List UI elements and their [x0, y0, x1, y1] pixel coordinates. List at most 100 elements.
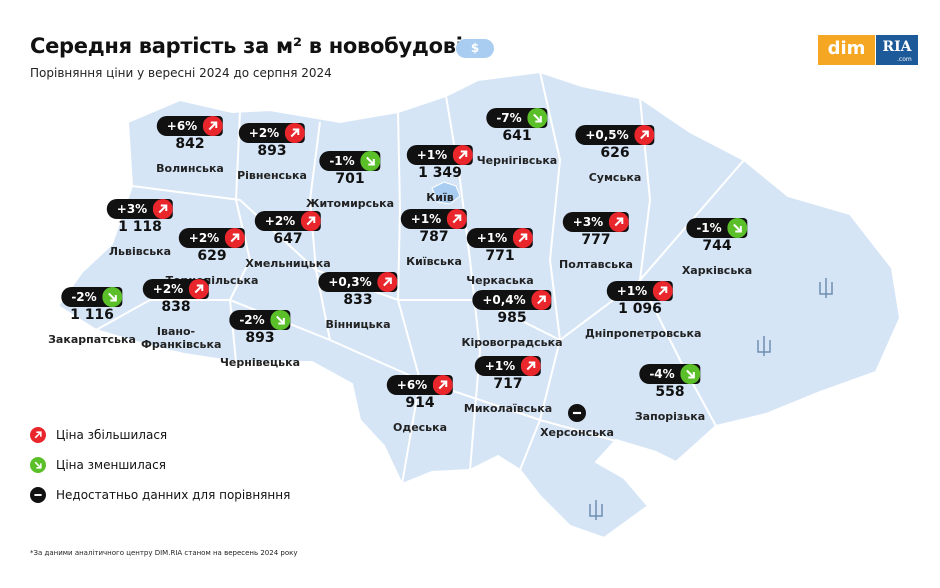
change: -2% — [71, 290, 97, 304]
logo-ria: RIA — [876, 35, 918, 65]
icon-up — [377, 272, 398, 292]
region-name: Одеська — [392, 421, 448, 434]
currency-pill: $ — [456, 39, 494, 58]
legend-label: Недостатньо данних для порівняння — [56, 488, 291, 502]
change-badge: -1% — [686, 218, 748, 238]
price: 893 — [245, 330, 275, 346]
change: +0,4% — [482, 293, 526, 307]
region-name: Івано-Франківська — [141, 325, 222, 351]
price: 744 — [702, 238, 732, 254]
change-badge: +3% — [562, 212, 630, 232]
change: +0,3% — [328, 275, 372, 289]
icon-up — [531, 290, 552, 310]
region-name: Запорізька — [634, 410, 706, 423]
change-badge: +1% — [606, 281, 674, 301]
region-name: Волинська — [156, 162, 224, 175]
icon-none — [30, 487, 46, 503]
region-name: Чернівецька — [219, 356, 301, 369]
change: +1% — [416, 148, 448, 162]
icon-up — [609, 212, 630, 232]
change: +2% — [152, 282, 184, 296]
legend-item: Ціна збільшилася — [30, 427, 167, 443]
icon-down — [727, 218, 748, 238]
price: 1 116 — [70, 307, 114, 323]
subtitle: Порівняння ціни у вересні 2024 до серпня… — [30, 66, 332, 80]
logo-domain: .com — [897, 56, 912, 63]
icon-up — [653, 281, 674, 301]
no-data-icon — [568, 404, 586, 426]
icon-none — [568, 404, 586, 422]
change: +1% — [616, 284, 648, 298]
price: 842 — [175, 136, 205, 152]
change: +3% — [116, 202, 148, 216]
change: +2% — [248, 126, 280, 140]
change: -1% — [329, 154, 355, 168]
icon-up — [285, 123, 306, 143]
change: +6% — [396, 378, 428, 392]
price: 701 — [335, 171, 365, 187]
change: +2% — [264, 214, 296, 228]
change: +0,5% — [585, 128, 629, 142]
region-name: Харківська — [681, 264, 753, 277]
change-badge: -2% — [61, 287, 123, 307]
change: +6% — [166, 119, 198, 133]
icon-up — [225, 228, 246, 248]
price: 787 — [419, 229, 449, 245]
price: 647 — [273, 231, 303, 247]
logo-dim: dim — [818, 35, 875, 65]
emblems — [589, 278, 833, 520]
change-badge: -1% — [319, 151, 381, 171]
price: 777 — [581, 232, 611, 248]
region-name: Київ — [426, 191, 454, 204]
change-badge: -4% — [639, 364, 701, 384]
icon-up — [513, 228, 534, 248]
change-badge: +6% — [156, 116, 224, 136]
change-badge: +1% — [474, 356, 542, 376]
icon-up — [203, 116, 224, 136]
change: -7% — [496, 111, 522, 125]
region-name: Закарпатська — [48, 333, 136, 346]
change-badge: +1% — [466, 228, 534, 248]
price: 626 — [600, 145, 630, 161]
change-badge: +3% — [106, 199, 174, 219]
price: 558 — [655, 384, 685, 400]
change-badge: +6% — [386, 375, 454, 395]
price: 1 096 — [618, 301, 662, 317]
icon-down — [527, 108, 548, 128]
footnote: *За даними аналітичного центру DIM.RIA с… — [30, 549, 298, 557]
region-name: Кіровоградська — [461, 336, 563, 349]
icon-up — [433, 375, 454, 395]
icon-down — [102, 287, 123, 307]
icon-up — [30, 427, 46, 443]
price: 641 — [502, 128, 532, 144]
icon-up — [153, 199, 174, 219]
region-name: Житомирська — [305, 197, 395, 210]
region-name: Полтавська — [559, 258, 633, 271]
region-name: Миколаївська — [463, 402, 553, 415]
price: 914 — [405, 395, 435, 411]
region-name: Херсонська — [540, 426, 614, 439]
price: 629 — [197, 248, 227, 264]
price: 833 — [343, 292, 373, 308]
region-name: Чернігівська — [476, 154, 558, 167]
change-badge: +2% — [178, 228, 246, 248]
region-name: Хмельницька — [245, 257, 331, 270]
price: 893 — [257, 143, 287, 159]
change: +1% — [476, 231, 508, 245]
price: 771 — [485, 248, 515, 264]
icon-up — [301, 211, 322, 231]
legend-item: Недостатньо данних для порівняння — [30, 487, 290, 503]
title: Середня вартість за м² в новобудові — [30, 34, 463, 58]
change: -1% — [696, 221, 722, 235]
legend-label: Ціна зменшилася — [56, 458, 166, 472]
change: -2% — [239, 313, 265, 327]
price: 838 — [161, 299, 191, 315]
kyiv-city — [431, 181, 461, 205]
change-badge: +2% — [238, 123, 306, 143]
icon-up — [447, 209, 468, 229]
legend-item: Ціна зменшилася — [30, 457, 166, 473]
icon-down — [270, 310, 291, 330]
legend-label: Ціна збільшилася — [56, 428, 168, 442]
region-name: Київська — [406, 255, 462, 268]
region-name: Рівненська — [237, 169, 307, 182]
